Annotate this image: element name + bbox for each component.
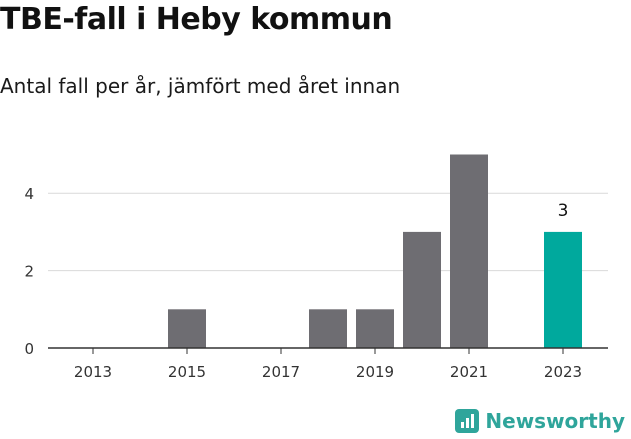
data-label: 3 [558,201,569,221]
bar-2021 [450,154,488,348]
bar-2018 [309,309,347,348]
bar-2019 [356,309,394,348]
y-tick-label: 2 [24,263,34,281]
x-tick-label: 2019 [356,363,394,381]
x-tick-label: 2023 [544,363,582,381]
y-tick-label: 0 [24,340,34,358]
x-tick-label: 2015 [168,363,206,381]
bar-chart-logo-icon [455,409,480,433]
chart-title: TBE-fall i Heby kommun [0,2,393,37]
brand-name: Newsworthy [485,409,625,433]
x-tick-label: 2017 [262,363,300,381]
chart-subtitle: Antal fall per år, jämfört med året inna… [0,74,401,98]
y-tick-label: 4 [24,185,34,203]
x-tick-label: 2021 [450,363,488,381]
bar-2020 [403,231,441,348]
bar-2023 [544,231,582,348]
newsworthy-brand: Newsworthy [455,409,625,433]
x-tick-label: 2013 [74,363,112,381]
bar-2015 [168,309,206,348]
